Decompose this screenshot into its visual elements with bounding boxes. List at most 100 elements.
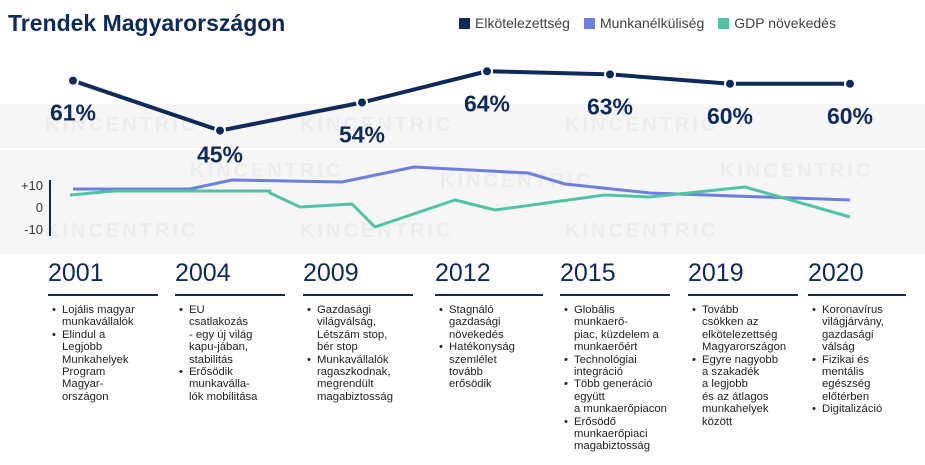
timeline-bullet-line: a legjobb [702,378,748,391]
timeline-bullet-line: munkavállalók [62,316,134,329]
timeline-year: 2001 [48,259,104,287]
y-tick-label: 0 [36,200,43,215]
watermark: KINCENTRIC [300,220,454,242]
engagement-label: 60% [707,103,753,129]
legend-item: GDP növekedés [718,15,836,31]
timeline-bullet-line: Digitalizáció [822,403,883,416]
timeline-bullet: Elindul aLegjobbMunkahelyekProgramMagyar… [52,328,158,403]
timeline-year: 2004 [175,259,231,287]
timeline-bullet-line: a munkaerőpiacon [574,403,667,416]
timeline-bullet-line: megrendült [317,378,374,391]
timeline-bullet-line: ragaszkodnak, [317,366,391,379]
timeline-rule [808,294,906,296]
engagement-label: 54% [339,122,385,148]
timeline-bullet-line: munkaerőért [574,341,638,354]
timeline-bullet-line: szemlélet [449,353,497,366]
timeline-bullet-line: erősödik [449,378,492,391]
timeline-rule [435,294,543,296]
timeline-bullet-line: országon [62,390,109,403]
timeline-bullets: StagnálógazdaságinövekedésHatékonyságsze… [435,304,543,391]
timeline-bullet-line: Technológiai [574,353,637,366]
timeline-bullet-line: Magyar- [62,378,104,391]
timeline-bullet-line: Elindul a [62,328,106,341]
timeline-bullet-line: között [702,415,733,428]
timeline-bullet-line: Fizikai és [822,353,870,366]
timeline-bullet-line: stabilitás [189,353,233,366]
engagement-point [214,124,226,137]
legend-label: GDP növekedés [734,15,836,31]
timeline-column: 2015Globális munkaerő-piac, küzdelem amu… [560,258,670,453]
timeline-column: 2020 Koronavírusvilágjárvány,gazdaságivál… [808,258,906,416]
legend-swatch [583,17,595,29]
engagement-point [356,96,368,109]
timeline-bullet-line: Tovább [702,304,739,316]
timeline-bullets: Globális munkaerő-piac, küzdelem amunkae… [560,304,670,453]
timeline-bullet-line: Koronavírus [822,304,883,316]
timeline-bullet: Globális munkaerő-piac, küzdelem amunkae… [564,304,670,354]
watermark: KINCENTRIC [300,114,454,136]
timeline-bullet-line: Létszám stop, [317,328,388,341]
timeline-bullets: Koronavírusvilágjárvány,gazdaságiválságF… [808,304,906,416]
watermark: KINCENTRIC [45,114,199,136]
timeline-bullet-line: munkaválla- [189,378,250,391]
timeline-bullet-line: Több generáció [574,378,653,391]
engagement-label: 61% [50,100,96,126]
timeline-bullet-line: világjárvány, [822,316,884,329]
timeline-bullet-line: Globális munkaerő- [574,304,628,329]
watermark: KINCENTRIC [720,160,874,182]
timeline-bullet-line: Gazdasági [317,304,372,316]
timeline-bullet-line: Munkavállalók [317,353,389,366]
timeline-year: 2012 [435,259,491,287]
timeline-column: 2012 StagnálógazdaságinövekedésHatékonysá… [435,258,543,391]
timeline-bullet-line: gazdasági [822,328,874,341]
engagement-label: 45% [197,142,243,168]
timeline-bullet-line: előtérben [822,390,870,403]
legend-swatch [459,17,470,29]
engagement-label: 60% [827,103,873,129]
timeline-rule [560,294,670,296]
timeline-bullet-line: világválság, [317,316,377,329]
timeline-bullet-line: Erősödik [189,366,233,379]
timeline-bullet-line: Lojális magyar [62,304,135,316]
timeline-bullet-line: piac, küzdelem a [574,328,659,341]
timeline-rule [175,294,285,296]
timeline-bullet-line: elkötelezettség [702,328,778,341]
timeline: 2001 Lojális magyarmunkavállalókElindul a… [0,258,925,465]
timeline-bullet-line: magabiztosság [574,440,650,453]
timeline-year: 2019 [688,259,744,287]
engagement-point [481,65,493,78]
timeline-bullet-line: Hatékonyság [449,341,515,354]
timeline-bullet-line: együtt [574,390,605,403]
timeline-bullet-line: tovább [449,366,483,379]
timeline-bullet-line: integráció [574,366,623,379]
timeline-bullet-line: munkaerőpiaci [574,428,648,441]
legend-swatch [718,17,730,29]
legend-label: Elkötelezettség [475,15,570,31]
timeline-rule [48,294,158,296]
timeline-bullet-line: Egyre nagyobb [702,353,778,366]
timeline-bullet-line: - egy új világ [189,328,253,341]
timeline-year: 2015 [560,259,616,287]
timeline-bullets: Lojális magyarmunkavállalókElindul aLegj… [48,304,158,403]
timeline-year: 2009 [303,259,359,287]
timeline-bullet-line: EU [189,304,205,316]
timeline-bullet: Digitalizáció [812,403,906,416]
y-tick-label: +10 [21,178,43,193]
timeline-bullet-line: válság [822,341,855,354]
engagement-label: 64% [464,90,510,116]
